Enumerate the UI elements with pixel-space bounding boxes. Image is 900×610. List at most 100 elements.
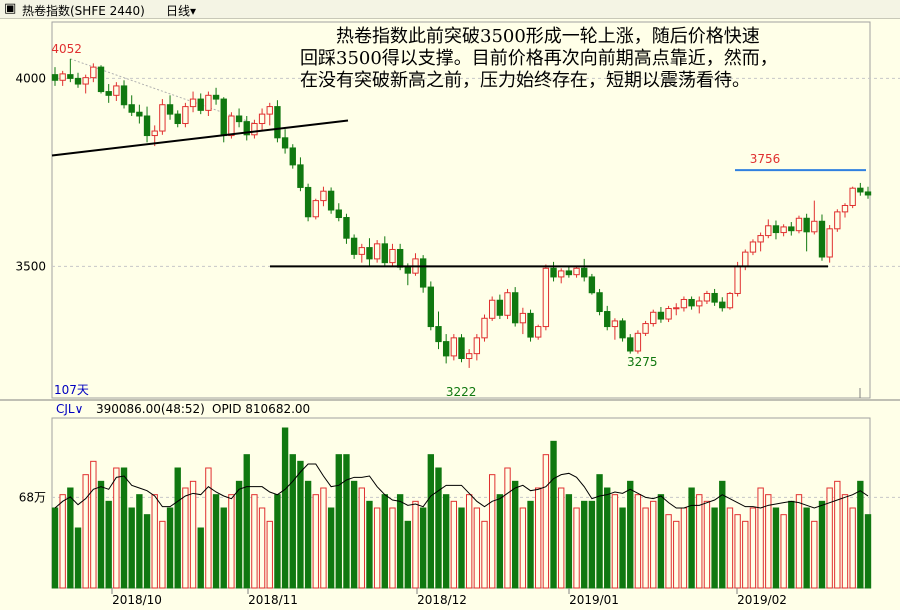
volume-bar xyxy=(542,454,550,589)
volume-bar xyxy=(757,487,764,589)
candle-body xyxy=(136,111,143,117)
volume-bar xyxy=(780,514,787,589)
candle-body xyxy=(527,312,534,338)
volume-bar xyxy=(504,467,511,589)
candle-body xyxy=(442,341,450,357)
volume-bar xyxy=(864,514,872,589)
candle-body xyxy=(550,267,557,278)
resistance-label: 3756 xyxy=(750,152,781,166)
volume-bar xyxy=(481,520,488,589)
volume-bar xyxy=(67,487,74,589)
volume-bar xyxy=(573,507,580,589)
candle-body xyxy=(128,104,135,113)
candle-body xyxy=(189,98,197,108)
candle-body xyxy=(212,94,220,100)
candle-body xyxy=(105,91,112,96)
volume-bar xyxy=(113,467,120,589)
volume-bar xyxy=(289,454,296,589)
volume-bar xyxy=(404,520,411,589)
volume-bar xyxy=(358,487,365,589)
candle-body xyxy=(864,191,872,196)
volume-bar xyxy=(258,507,266,589)
candle-body xyxy=(251,123,258,136)
volume-bar xyxy=(535,487,542,589)
volume-bar xyxy=(496,494,504,589)
volume-bar xyxy=(696,494,703,589)
volume-bar xyxy=(849,507,856,589)
x-tick-label: 2019/02 xyxy=(737,593,787,607)
candle-body xyxy=(419,258,427,288)
candle-body xyxy=(166,104,174,115)
candle-body xyxy=(297,164,304,188)
candle-body xyxy=(703,292,711,302)
volume-bar xyxy=(243,454,250,589)
volume-bar xyxy=(734,514,741,589)
volume-bar xyxy=(274,494,281,589)
bar-count-label: 107天 xyxy=(54,383,89,397)
volume-bar xyxy=(680,507,688,589)
volume-bar xyxy=(266,520,273,589)
candle-body xyxy=(228,115,235,137)
volume-bar xyxy=(427,454,435,589)
volume-bar xyxy=(604,487,611,589)
price-panel-frame xyxy=(51,21,871,399)
volume-bar xyxy=(343,454,350,589)
low-label-dec: 3222 xyxy=(446,385,477,399)
candle-body xyxy=(627,337,634,352)
period-selector[interactable]: 日线▾ xyxy=(166,4,197,18)
volume-bar xyxy=(136,494,143,589)
candle-body xyxy=(358,247,365,255)
candle-body xyxy=(857,187,864,193)
volume-bar xyxy=(550,440,557,589)
x-tick-label: 2019/01 xyxy=(569,593,619,607)
volume-bar xyxy=(650,500,657,589)
candle-body xyxy=(826,228,833,258)
volume-bar xyxy=(197,527,204,589)
candle-body xyxy=(565,270,573,276)
candle-body xyxy=(450,337,458,357)
volume-y-tick: 68万 xyxy=(19,490,46,504)
candle-body xyxy=(427,286,435,328)
volume-bar xyxy=(749,507,757,589)
volume-bar xyxy=(857,480,864,589)
volume-bar xyxy=(389,507,396,589)
volume-bar xyxy=(59,494,66,589)
candle-body xyxy=(59,73,66,81)
volume-bar xyxy=(143,514,151,589)
volume-bar xyxy=(719,480,726,589)
candle-body xyxy=(90,66,97,79)
volume-bar xyxy=(304,480,312,589)
volume-bar xyxy=(82,474,89,589)
candle-body xyxy=(151,130,158,137)
candle-body xyxy=(711,292,718,303)
candle-body xyxy=(458,337,465,360)
volume-bar xyxy=(297,460,304,589)
candle-body xyxy=(504,292,511,316)
candle-body xyxy=(765,225,772,237)
volume-bar xyxy=(189,480,197,589)
candle-body xyxy=(373,243,381,260)
candle-body xyxy=(235,115,243,123)
volume-bar xyxy=(174,467,181,589)
candle-body xyxy=(396,248,404,268)
candle-body xyxy=(389,248,396,264)
candle-body xyxy=(473,337,481,355)
volume-bar xyxy=(711,507,718,589)
volume-bar xyxy=(527,500,534,589)
volume-bar xyxy=(412,500,419,589)
candle-body xyxy=(197,98,204,111)
volume-bar xyxy=(51,507,59,589)
candle-body xyxy=(312,200,319,218)
volume-value: 390086.00(48:52) xyxy=(96,402,205,416)
candle-body xyxy=(113,85,120,96)
candle-body xyxy=(588,276,596,294)
volume-bar xyxy=(841,494,849,589)
candle-body xyxy=(266,106,273,115)
candle-body xyxy=(780,226,787,234)
window-menu-icon[interactable]: ▣ xyxy=(4,1,17,16)
support-trendline-upper xyxy=(51,119,349,157)
volume-bar xyxy=(235,480,243,589)
candle-body xyxy=(619,320,626,339)
volume-bar xyxy=(281,427,289,589)
candle-body xyxy=(481,317,488,339)
